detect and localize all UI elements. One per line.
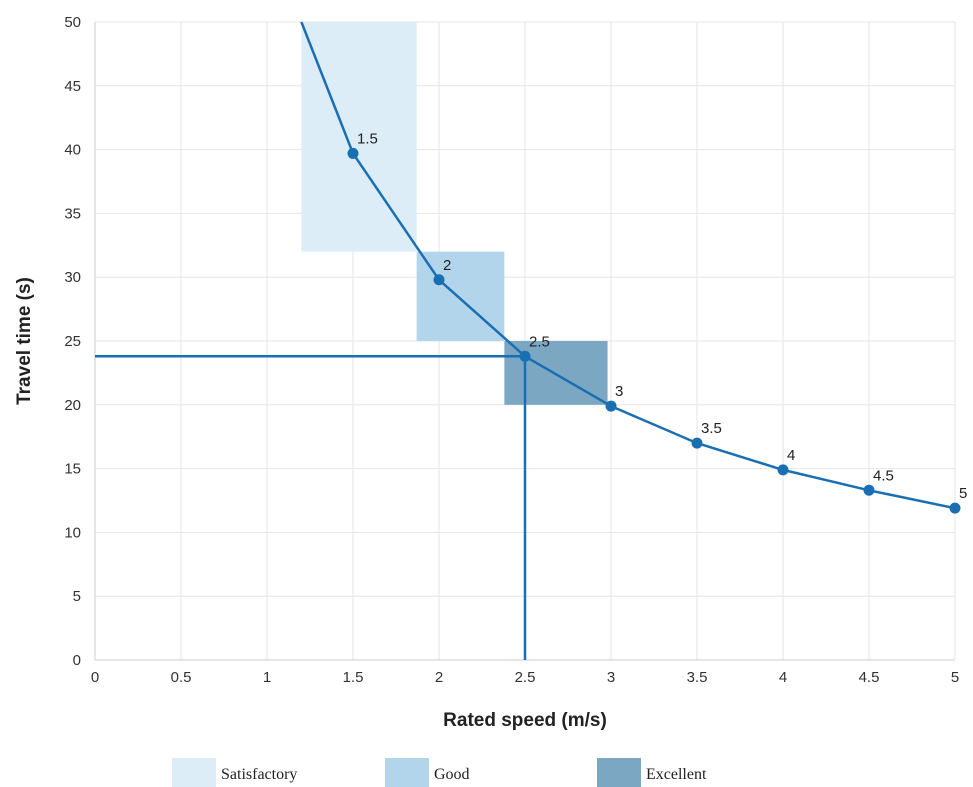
data-point xyxy=(863,484,875,496)
data-point xyxy=(519,350,531,362)
data-label: 5 xyxy=(959,485,967,502)
y-tick-label: 5 xyxy=(73,588,81,605)
legend-good-label: Good xyxy=(434,766,470,783)
data-point xyxy=(949,502,961,514)
legend-satisfactory-swatch xyxy=(172,758,216,787)
x-tick-label: 3.5 xyxy=(687,669,708,686)
data-point xyxy=(605,400,617,412)
y-tick-label: 40 xyxy=(64,142,81,159)
data-point xyxy=(777,464,789,476)
data-point xyxy=(347,147,359,159)
x-tick-label: 0 xyxy=(91,669,99,686)
legend-good-swatch xyxy=(385,758,429,787)
data-point xyxy=(433,274,445,286)
data-label: 3.5 xyxy=(701,420,722,437)
x-tick-label: 4.5 xyxy=(859,669,880,686)
x-tick-label: 3 xyxy=(607,669,615,686)
legend: Satisfactory Good Excellent xyxy=(172,758,707,787)
legend-excellent-label: Excellent xyxy=(646,766,707,783)
data-label: 3 xyxy=(615,383,623,400)
reference-lines xyxy=(95,355,527,660)
data-point xyxy=(691,437,703,449)
y-axis-title: Travel time (s) xyxy=(14,277,35,405)
y-tick-label: 10 xyxy=(64,524,81,541)
data-label: 2.5 xyxy=(529,333,550,350)
x-axis-title: Rated speed (m/s) xyxy=(443,710,607,731)
x-tick-label: 5 xyxy=(951,669,959,686)
travel-time-series: 1.5 2 2.5 3 3.5 4 4.5 5 xyxy=(300,21,967,514)
y-tick-label: 30 xyxy=(64,269,81,286)
axis-titles: Rated speed (m/s) Travel time (s) xyxy=(14,277,607,731)
y-tick-label: 25 xyxy=(64,333,81,350)
y-tick-label: 20 xyxy=(64,397,81,414)
x-tick-label: 0.5 xyxy=(171,669,192,686)
data-label: 1.5 xyxy=(357,130,378,147)
x-tick-label: 1 xyxy=(263,669,271,686)
x-tick-label: 1.5 xyxy=(343,669,364,686)
x-tick-label: 2.5 xyxy=(515,669,536,686)
y-tick-label: 35 xyxy=(64,205,81,222)
y-tick-label: 0 xyxy=(73,652,81,669)
legend-excellent-swatch xyxy=(597,758,641,787)
data-label: 4.5 xyxy=(873,467,894,484)
band-satisfactory xyxy=(301,22,417,252)
y-tick-label: 45 xyxy=(64,78,81,95)
y-tick-label: 15 xyxy=(64,461,81,478)
legend-satisfactory-label: Satisfactory xyxy=(221,766,297,783)
data-label: 2 xyxy=(443,257,451,274)
x-tick-label: 2 xyxy=(435,669,443,686)
data-label: 4 xyxy=(787,447,795,464)
tick-labels: 0 0.5 1 1.5 2 2.5 3 3.5 4 4.5 50510152025303540455… xyxy=(64,14,959,686)
y-tick-label: 50 xyxy=(64,14,81,31)
x-tick-label: 4 xyxy=(779,669,787,686)
